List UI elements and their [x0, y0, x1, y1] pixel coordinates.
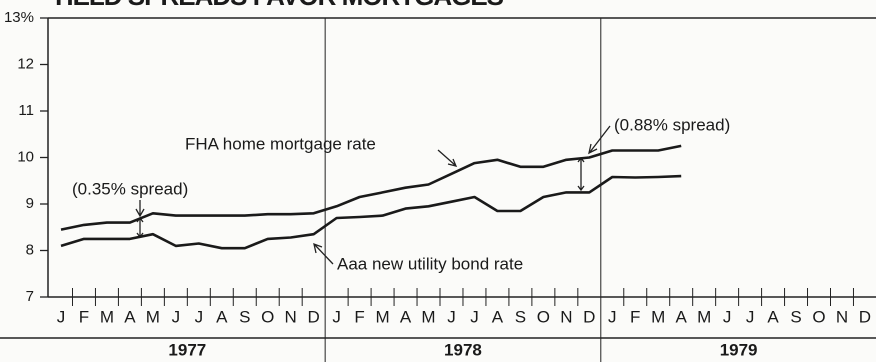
x-tick-label: J: [608, 307, 617, 326]
y-tick-label: 12: [17, 55, 34, 72]
x-tick-label: M: [375, 307, 389, 326]
x-tick-label: F: [630, 307, 640, 326]
x-tick-label: F: [354, 307, 364, 326]
x-tick-label: J: [172, 307, 181, 326]
x-tick-label: J: [332, 307, 341, 326]
x-tick-label: M: [100, 307, 114, 326]
x-tick-label: O: [537, 307, 550, 326]
x-tick-label: S: [790, 307, 801, 326]
x-tick-label: N: [560, 307, 572, 326]
x-tick-label: D: [308, 307, 320, 326]
y-tick-label: 9: [26, 195, 34, 212]
y-tick-label: 8: [26, 241, 34, 258]
y-tick-label: 10: [17, 148, 34, 165]
x-tick-label: A: [492, 307, 504, 326]
y-tick-label: 7: [26, 288, 34, 305]
chart-title: YIELD SPREADS FAVOR MORTGAGES: [50, 0, 504, 11]
x-tick-label: J: [447, 307, 456, 326]
x-tick-label: D: [583, 307, 595, 326]
x-tick-label: J: [470, 307, 479, 326]
x-tick-label: A: [400, 307, 412, 326]
x-tick-label: J: [746, 307, 755, 326]
x-tick-label: D: [859, 307, 871, 326]
y-tick-label: 13%: [4, 9, 34, 26]
x-tick-label: A: [124, 307, 136, 326]
annotation: Aaa new utility bond rate: [337, 254, 523, 273]
x-tick-label: S: [515, 307, 526, 326]
year-label: 1979: [720, 340, 758, 359]
x-tick-label: M: [146, 307, 160, 326]
series-line: [60, 144, 682, 231]
x-tick-label: N: [285, 307, 297, 326]
y-tick-label: 11: [18, 102, 34, 119]
x-tick-label: J: [57, 307, 66, 326]
x-tick-label: F: [79, 307, 89, 326]
x-tick-label: J: [723, 307, 732, 326]
x-tick-label: M: [421, 307, 435, 326]
frame: [0, 17, 876, 339]
annotation: FHA home mortgage rate: [185, 134, 376, 153]
x-tick-label: M: [651, 307, 665, 326]
x-tick-label: N: [836, 307, 848, 326]
x-tick-label: S: [239, 307, 250, 326]
annotation: (0.88% spread): [614, 115, 730, 134]
annotation: (0.35% spread): [72, 179, 188, 198]
year-label: 1977: [168, 340, 206, 359]
x-tick-label: A: [767, 307, 779, 326]
series-line: [60, 174, 682, 250]
x-tick-label: O: [261, 307, 274, 326]
x-tick-label: A: [676, 307, 688, 326]
x-tick-label: A: [216, 307, 228, 326]
year-label: 1978: [444, 340, 482, 359]
x-tick-label: O: [812, 307, 825, 326]
x-tick-label: J: [195, 307, 204, 326]
x-tick-label: M: [697, 307, 711, 326]
